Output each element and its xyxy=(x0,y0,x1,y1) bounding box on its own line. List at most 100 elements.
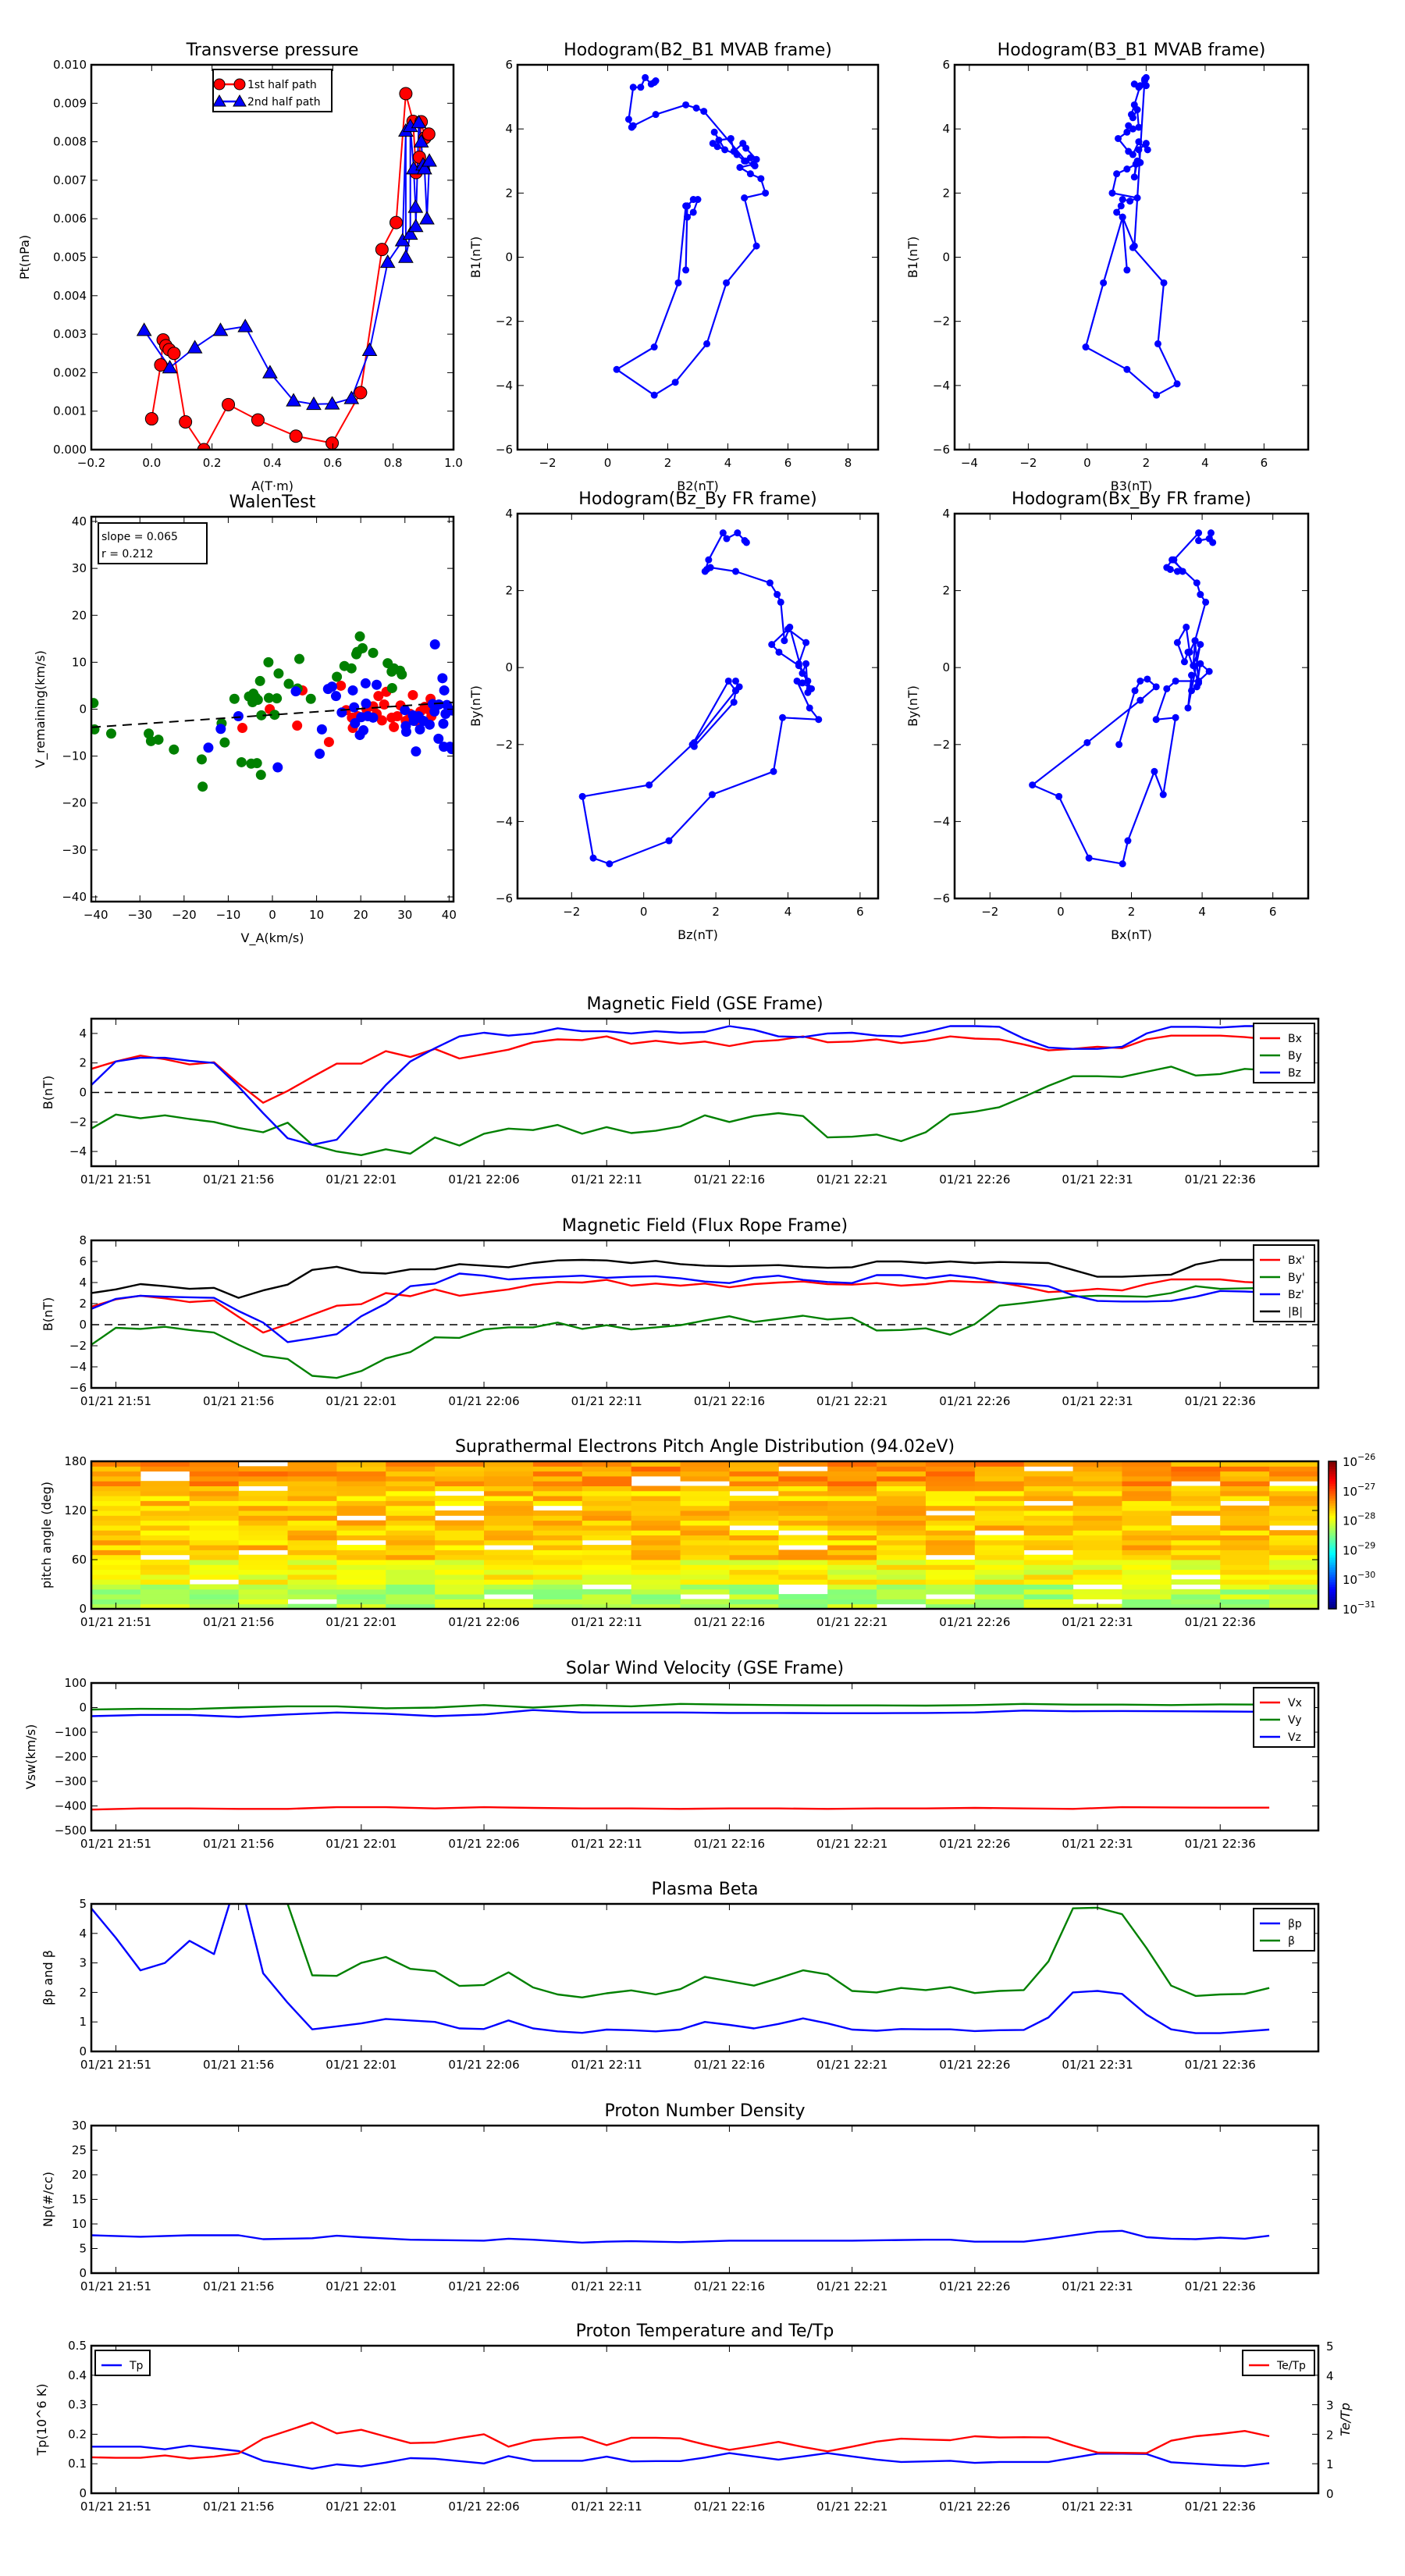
pad-cell xyxy=(1220,1461,1270,1467)
walen-point-y-component xyxy=(273,668,284,679)
hodogram-point xyxy=(1160,279,1168,286)
pad-cell xyxy=(1171,1554,1221,1560)
series-line-p xyxy=(91,1904,1270,2034)
pad-cell xyxy=(631,1584,681,1590)
pad-cell xyxy=(925,1525,976,1531)
pad-cell xyxy=(680,1466,730,1472)
pad-cell xyxy=(484,1535,534,1541)
pad-cell xyxy=(532,1599,583,1605)
y-tick-label: 0.3 xyxy=(68,2398,87,2412)
pad-cell xyxy=(336,1589,386,1595)
colorbar-segment xyxy=(1329,1528,1336,1531)
pad-cell xyxy=(189,1599,240,1605)
pad-cell xyxy=(484,1525,534,1531)
colorbar-segment xyxy=(1329,1606,1336,1610)
x-tick-label: 2 xyxy=(1128,905,1136,919)
pad-cell xyxy=(189,1603,240,1609)
pad-cell xyxy=(1269,1490,1318,1496)
y-tick-label: −6 xyxy=(69,1381,87,1395)
pad-cell xyxy=(336,1584,386,1590)
x-tick-label: 01/21 22:26 xyxy=(939,1837,1010,1851)
x-tick-label: 01/21 22:21 xyxy=(816,1172,887,1187)
hodogram-point xyxy=(1184,704,1192,712)
pad-cell xyxy=(532,1594,583,1599)
pad-cell xyxy=(532,1589,583,1595)
pad-cell xyxy=(91,1481,141,1486)
walen-point-z-component xyxy=(424,719,435,730)
hodogram-point xyxy=(1136,158,1144,166)
x-tick-label: 01/21 21:56 xyxy=(203,2500,274,2514)
colorbar-segment xyxy=(1329,1532,1336,1535)
y-tick-label: 0.005 xyxy=(53,251,87,265)
pad-cell xyxy=(827,1560,877,1565)
y-tick-label: −2 xyxy=(496,315,513,329)
series-line-Bx xyxy=(91,1278,1270,1334)
pad-cell xyxy=(484,1461,534,1467)
pad-cell xyxy=(1171,1496,1221,1501)
pad-cell xyxy=(1072,1485,1122,1492)
walen-point-z-component xyxy=(372,679,382,690)
x-tick-label: 01/21 22:21 xyxy=(816,1394,887,1408)
pad-cell xyxy=(336,1500,386,1507)
pad-cell xyxy=(238,1530,289,1535)
pad-cell xyxy=(877,1594,927,1599)
y-tick-label: 25 xyxy=(72,2144,87,2158)
hodogram-point xyxy=(1133,194,1141,201)
hodogram-point xyxy=(689,208,697,216)
x-tick-label: 01/21 22:16 xyxy=(694,2279,765,2293)
hodogram-point xyxy=(1195,679,1203,687)
x-tick-label: 01/21 22:26 xyxy=(939,1394,1010,1408)
pad-cell xyxy=(925,1550,976,1556)
pad-cell xyxy=(91,1496,141,1501)
walen-point-x-component xyxy=(373,691,384,702)
pad-cell xyxy=(1122,1603,1172,1609)
y-tick-label: 20 xyxy=(72,2168,87,2182)
pad-cell xyxy=(1269,1471,1318,1477)
pad-cell xyxy=(778,1603,828,1609)
x-tick-label: 01/21 21:51 xyxy=(80,1615,151,1629)
colorbar-segment xyxy=(1329,1564,1336,1567)
walen-point-z-component xyxy=(414,724,425,735)
colorbar-segment xyxy=(1329,1582,1336,1585)
pad-cell xyxy=(729,1589,779,1595)
y-tick-label: 30 xyxy=(72,2119,87,2133)
pad-cell xyxy=(386,1545,436,1550)
pad-cell xyxy=(1072,1471,1122,1477)
pad-cell xyxy=(877,1554,927,1560)
x-tick-label: 01/21 22:26 xyxy=(939,2058,1010,2072)
pad-cell xyxy=(1171,1560,1221,1565)
data-point-first-half xyxy=(375,243,389,257)
pad-cell xyxy=(827,1535,877,1541)
legend-box xyxy=(1253,1687,1315,1748)
y-tick-label: 10 xyxy=(72,655,87,669)
walen-point-x-component xyxy=(336,680,347,691)
pad-cell xyxy=(1023,1584,1074,1590)
pad-cell xyxy=(189,1525,240,1531)
hodogram-point xyxy=(752,155,760,163)
hodogram-point xyxy=(793,677,801,685)
pad-cell xyxy=(484,1505,534,1511)
pad-cell xyxy=(827,1539,877,1546)
y-tick-label: −200 xyxy=(55,1750,87,1764)
pad-cell xyxy=(1122,1564,1172,1571)
pad-cell xyxy=(1122,1560,1172,1565)
pad-cell xyxy=(386,1490,436,1496)
x-tick-label: 01/21 21:56 xyxy=(203,1615,274,1629)
hodogram-point xyxy=(1173,639,1181,646)
x-tick-label: 0.6 xyxy=(323,456,342,470)
pad-cell xyxy=(1122,1475,1172,1482)
pad-cell xyxy=(680,1510,730,1516)
data-point-second-half xyxy=(343,390,360,404)
data-point-second-half xyxy=(419,211,435,225)
walen-point-y-component xyxy=(251,758,262,769)
hodogram-point xyxy=(775,648,783,656)
series-line-TeTp xyxy=(91,2421,1270,2460)
y-tick-label: −6 xyxy=(496,443,513,457)
pad-cell xyxy=(435,1599,485,1605)
legend-box xyxy=(212,69,333,112)
pad-cell xyxy=(532,1520,583,1526)
chart-hodogram-bz-by: Hodogram(Bz_By FR frame) −6 −4 −2 0 2 4 −2 0 2 4 6 B… xyxy=(468,489,880,942)
pad-cell xyxy=(925,1475,976,1482)
pad-cell xyxy=(287,1496,337,1501)
pad-cell xyxy=(336,1505,386,1511)
